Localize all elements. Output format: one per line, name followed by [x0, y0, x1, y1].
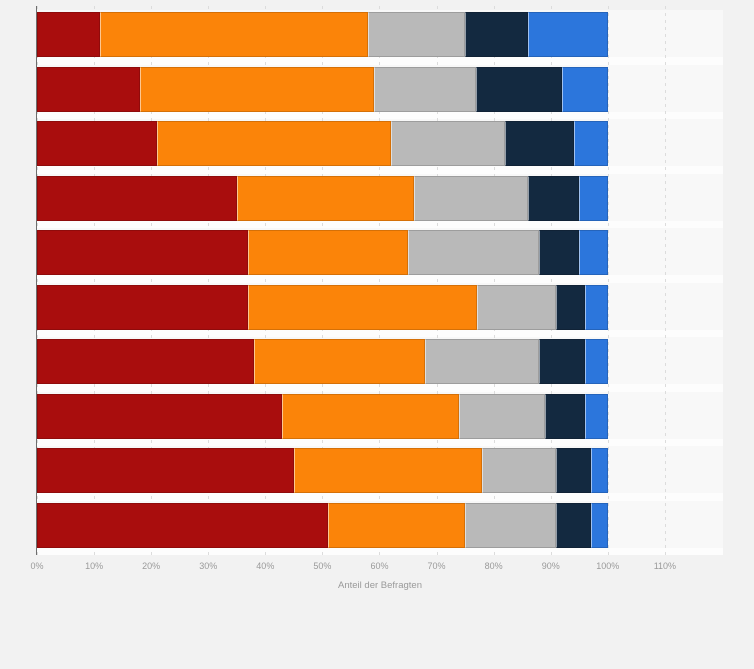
bar-segment-orange[interactable]: [253, 339, 426, 384]
bar-segment-blue[interactable]: [579, 230, 608, 275]
bar-segment-gray[interactable]: [408, 230, 540, 275]
plot-area: [36, 6, 723, 555]
stacked-bar: [37, 12, 608, 57]
bar-segment-dark-red[interactable]: [37, 339, 254, 384]
bar-segment-gray[interactable]: [459, 393, 545, 439]
bar-segment-dark-navy[interactable]: [556, 284, 585, 330]
x-axis-tick-label: 70%: [427, 561, 446, 571]
stacked-bar: [37, 393, 608, 439]
bar-segment-gray[interactable]: [368, 12, 466, 57]
bar-segment-dark-red[interactable]: [37, 393, 283, 439]
gridline: [208, 6, 210, 555]
bar-segment-orange[interactable]: [282, 393, 460, 439]
stacked-bar: [37, 66, 608, 112]
bar-segment-blue[interactable]: [590, 448, 608, 493]
bar-segment-dark-red[interactable]: [37, 284, 249, 330]
gridline: [379, 6, 381, 555]
bar-segment-blue[interactable]: [584, 339, 608, 384]
x-axis-tick-label: 20%: [142, 561, 161, 571]
x-axis-tick-label: 110%: [653, 561, 677, 571]
bar-segment-blue[interactable]: [579, 175, 608, 221]
bar-segment-gray[interactable]: [373, 66, 477, 112]
bar-segment-dark-red[interactable]: [37, 175, 237, 221]
x-axis-tick-label: 10%: [85, 561, 104, 571]
bar-segment-blue[interactable]: [584, 284, 608, 330]
bar-row: [37, 282, 723, 337]
bar-segment-blue[interactable]: [527, 12, 608, 57]
bar-segment-dark-navy[interactable]: [465, 12, 528, 57]
x-axis-tick-label: 100%: [596, 561, 620, 571]
y-axis-line: [36, 6, 37, 555]
bar-segment-dark-red[interactable]: [37, 448, 294, 493]
gridline: [37, 6, 38, 555]
bar-segment-dark-navy[interactable]: [476, 66, 563, 112]
stacked-bar: [37, 502, 608, 548]
bar-segment-dark-red[interactable]: [37, 230, 249, 275]
bar-segment-dark-navy[interactable]: [544, 393, 585, 439]
x-axis-tick-label: 0%: [30, 561, 44, 571]
gridline: [493, 6, 495, 555]
bar-segment-dark-navy[interactable]: [539, 230, 580, 275]
gridline: [94, 6, 96, 555]
gridline: [265, 6, 267, 555]
gridline: [151, 6, 153, 555]
bar-segment-orange[interactable]: [248, 230, 408, 275]
bar-segment-dark-navy[interactable]: [505, 121, 574, 166]
bar-segment-orange[interactable]: [236, 175, 414, 221]
bar-segment-orange[interactable]: [328, 502, 466, 548]
bar-segment-orange[interactable]: [156, 121, 391, 166]
x-axis-tick-label: 50%: [313, 561, 332, 571]
stacked-bar: [37, 284, 608, 330]
bar-segment-blue[interactable]: [562, 66, 608, 112]
bar-segment-blue[interactable]: [584, 393, 608, 439]
bar-segment-orange[interactable]: [139, 66, 374, 112]
stacked-bar: [37, 230, 608, 275]
x-axis-tick-label: 40%: [256, 561, 275, 571]
bar-segment-gray[interactable]: [476, 284, 557, 330]
bar-segment-gray[interactable]: [482, 448, 557, 493]
gridline: [607, 6, 609, 555]
bar-segment-dark-red[interactable]: [37, 12, 100, 57]
bar-segment-dark-navy[interactable]: [556, 502, 591, 548]
bar-segment-dark-red[interactable]: [37, 502, 329, 548]
bar-segment-blue[interactable]: [590, 502, 608, 548]
bar-segment-dark-red[interactable]: [37, 121, 157, 166]
bar-segment-dark-navy[interactable]: [539, 339, 585, 384]
stacked-bar: [37, 448, 608, 493]
x-axis-tick-label: 90%: [541, 561, 560, 571]
bar-segment-orange[interactable]: [99, 12, 369, 57]
bar-segment-orange[interactable]: [248, 284, 477, 330]
stacked-bar: [37, 339, 608, 384]
gridline: [322, 6, 324, 555]
bar-segment-gray[interactable]: [413, 175, 528, 221]
bar-segment-dark-red[interactable]: [37, 66, 140, 112]
bar-segment-gray[interactable]: [390, 121, 506, 166]
gridline: [550, 6, 552, 555]
bar-segment-dark-navy[interactable]: [527, 175, 580, 221]
stacked-bar: [37, 175, 608, 221]
bar-segment-gray[interactable]: [425, 339, 540, 384]
gridline: [436, 6, 438, 555]
x-axis-tick-label: 60%: [370, 561, 389, 571]
x-axis-tick-label: 30%: [199, 561, 218, 571]
x-axis-title: Anteil der Befragten: [338, 580, 422, 591]
bar-segment-dark-navy[interactable]: [556, 448, 591, 493]
bar-segment-blue[interactable]: [573, 121, 608, 166]
bar-segment-orange[interactable]: [293, 448, 483, 493]
x-axis-tick-label: 80%: [484, 561, 503, 571]
stacked-bar: [37, 121, 608, 166]
gridline: [664, 6, 666, 555]
bar-segment-gray[interactable]: [465, 502, 557, 548]
